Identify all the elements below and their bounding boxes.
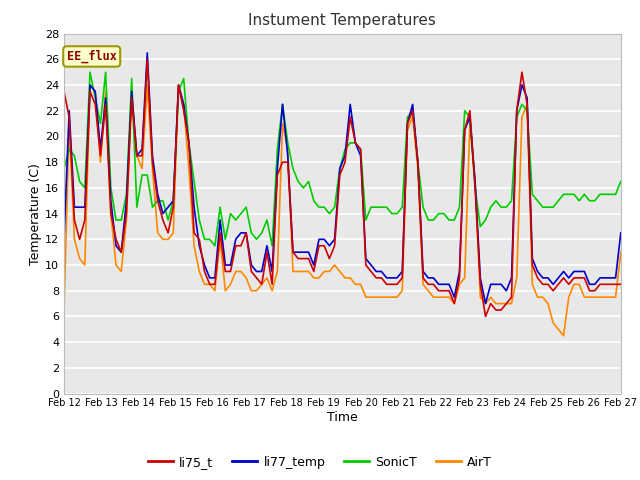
Title: Instument Temperatures: Instument Temperatures — [248, 13, 436, 28]
Y-axis label: Temperature (C): Temperature (C) — [29, 163, 42, 264]
Text: EE_flux: EE_flux — [67, 50, 116, 63]
Legend: li75_t, li77_temp, SonicT, AirT: li75_t, li77_temp, SonicT, AirT — [143, 451, 497, 474]
X-axis label: Time: Time — [327, 411, 358, 424]
